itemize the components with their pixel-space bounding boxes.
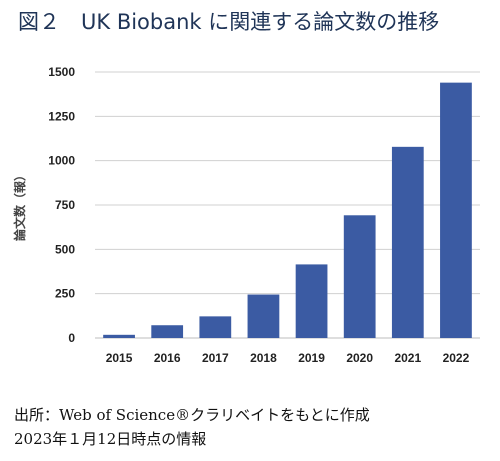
chart-title: 図２ UK Biobank に関連する論文数の推移: [18, 10, 440, 34]
x-tick-label: 2022: [443, 351, 470, 365]
bar-chart: 0 250 500 750 1000 1250 1500 2015 2016 2017 2018 20…: [12, 65, 480, 365]
date-note: 2023年１月12日時点の情報: [14, 430, 207, 448]
x-tick-label: 2016: [154, 351, 181, 365]
y-tick-label: 1000: [48, 154, 75, 168]
bar: [295, 264, 328, 338]
x-tick-label: 2021: [394, 351, 421, 365]
x-tick-label: 2019: [298, 351, 325, 365]
y-tick-label: 0: [68, 331, 75, 345]
bar: [247, 294, 280, 338]
y-axis-label: 論文数（報）: [12, 169, 27, 241]
bar: [103, 334, 135, 338]
bar: [440, 82, 472, 338]
y-tick-label: 250: [55, 287, 75, 301]
y-tick-label: 1500: [48, 65, 75, 79]
bar: [343, 215, 376, 338]
y-tick-label: 750: [55, 198, 75, 212]
bar: [151, 325, 184, 338]
bar: [199, 316, 232, 338]
x-tick-label: 2017: [202, 351, 229, 365]
x-tick-label: 2018: [250, 351, 277, 365]
source-note: 出所：Web of Science®クラリベイトをもとに作成: [14, 406, 370, 424]
y-tick-label: 500: [55, 242, 75, 256]
bar: [391, 146, 424, 338]
y-tick-label: 1250: [48, 109, 75, 123]
x-tick-label: 2020: [346, 351, 373, 365]
x-tick-label: 2015: [106, 351, 133, 365]
